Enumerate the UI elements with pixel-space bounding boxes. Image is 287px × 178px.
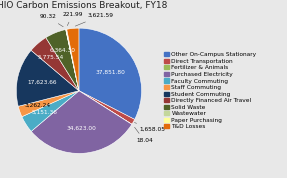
Text: 90.32: 90.32 [39, 14, 63, 27]
Wedge shape [18, 91, 79, 117]
Text: 18.04: 18.04 [135, 127, 153, 143]
Title: OHIO Carbon Emissions Breakout, FY18: OHIO Carbon Emissions Breakout, FY18 [0, 1, 168, 10]
Text: 3,621.59: 3,621.59 [75, 13, 114, 26]
Wedge shape [46, 30, 79, 91]
Wedge shape [16, 50, 79, 106]
Wedge shape [79, 91, 132, 124]
Wedge shape [31, 91, 132, 153]
Text: 5,151.36: 5,151.36 [32, 110, 57, 115]
Wedge shape [66, 30, 79, 91]
Text: 17,623.66: 17,623.66 [28, 80, 57, 85]
Wedge shape [31, 38, 79, 91]
Wedge shape [22, 91, 79, 131]
Text: 221.99: 221.99 [62, 12, 83, 26]
Text: 37,851.80: 37,851.80 [95, 69, 125, 74]
Text: 1,658.05: 1,658.05 [134, 122, 166, 132]
Text: 6,364.30: 6,364.30 [49, 48, 75, 53]
Text: 34,623.00: 34,623.00 [67, 126, 96, 131]
Text: 5,775.54: 5,775.54 [37, 55, 63, 60]
Text: 3,262.24: 3,262.24 [24, 103, 51, 108]
Wedge shape [79, 28, 141, 119]
Wedge shape [67, 28, 79, 91]
Legend: Other On-Campus Stationary, Direct Transportation, Fertilizer & Animals, Purchas: Other On-Campus Stationary, Direct Trans… [163, 51, 258, 130]
Wedge shape [66, 29, 79, 91]
Wedge shape [79, 91, 135, 124]
